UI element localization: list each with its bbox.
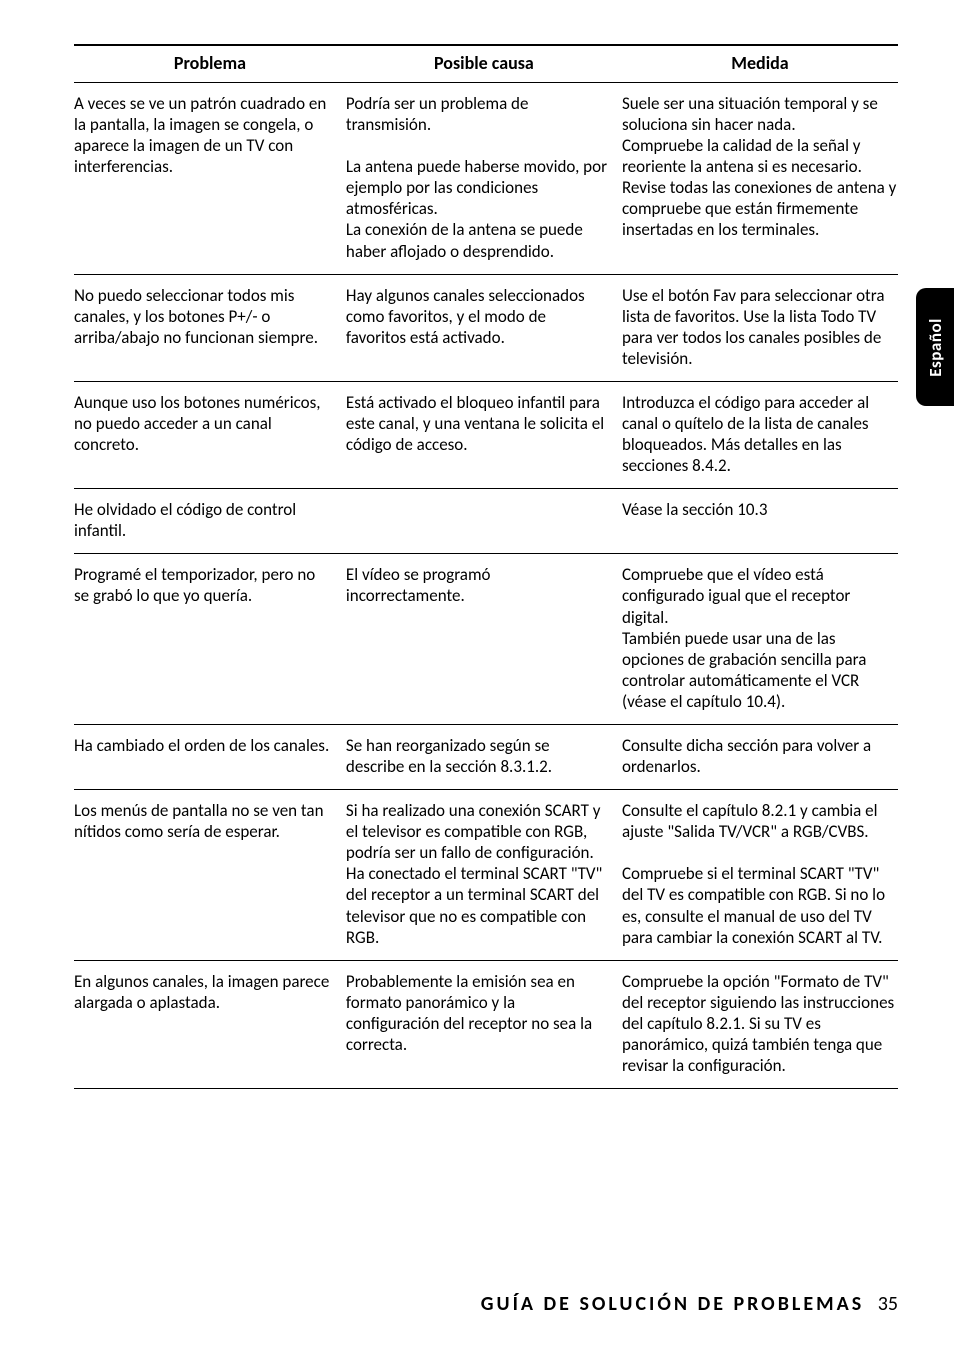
- table-body: A veces se ve un patrón cuadrado en la p…: [74, 83, 898, 1089]
- col-header-problem: Problema: [74, 45, 346, 83]
- table-row: A veces se ve un patrón cuadrado en la p…: [74, 83, 898, 275]
- cell-problem: Programé el temporizador, pero no se gra…: [74, 554, 346, 725]
- cell-problem: A veces se ve un patrón cuadrado en la p…: [74, 83, 346, 275]
- cell-action: Use el botón Fav para seleccionar otra l…: [622, 274, 898, 381]
- table-row: Aunque uso los botones numéricos, no pue…: [74, 381, 898, 488]
- table-row: He olvidado el código de control infanti…: [74, 489, 898, 554]
- cell-cause: El vídeo se programó incorrectamente.: [346, 554, 622, 725]
- cell-cause: Si ha realizado una conexión SCART y el …: [346, 790, 622, 961]
- cell-problem: Aunque uso los botones numéricos, no pue…: [74, 381, 346, 488]
- cell-problem: Los menús de pantalla no se ven tan níti…: [74, 790, 346, 961]
- cell-action: Consulte dicha sección para volver a ord…: [622, 724, 898, 789]
- cell-action: Suele ser una situación temporal y se so…: [622, 83, 898, 275]
- cell-action: Consulte el capítulo 8.2.1 y cambia el a…: [622, 790, 898, 961]
- table-row: Programé el temporizador, pero no se gra…: [74, 554, 898, 725]
- footer-title: GUÍA DE SOLUCIÓN DE PROBLEMAS: [481, 1292, 864, 1316]
- table-row: Los menús de pantalla no se ven tan níti…: [74, 790, 898, 961]
- footer-page-number: 35: [878, 1292, 898, 1316]
- table-row: No puedo seleccionar todos mis canales, …: [74, 274, 898, 381]
- cell-cause: Hay algunos canales seleccionados como f…: [346, 274, 622, 381]
- cell-action: Compruebe que el vídeo está configurado …: [622, 554, 898, 725]
- cell-cause: Está activado el bloqueo infantil para e…: [346, 381, 622, 488]
- cell-problem: En algunos canales, la imagen parece ala…: [74, 960, 346, 1088]
- cell-action: Compruebe la opción "Formato de TV" del …: [622, 960, 898, 1088]
- cell-cause: [346, 489, 622, 554]
- table-row: Ha cambiado el orden de los canales.Se h…: [74, 724, 898, 789]
- col-header-cause: Posible causa: [346, 45, 622, 83]
- language-tab: Español: [916, 288, 954, 406]
- cell-cause: Podría ser un problema de transmisión.La…: [346, 83, 622, 275]
- table-row: En algunos canales, la imagen parece ala…: [74, 960, 898, 1088]
- cell-problem: Ha cambiado el orden de los canales.: [74, 724, 346, 789]
- cell-problem: He olvidado el código de control infanti…: [74, 489, 346, 554]
- troubleshooting-table: Problema Posible causa Medida A veces se…: [74, 44, 898, 1089]
- cell-problem: No puedo seleccionar todos mis canales, …: [74, 274, 346, 381]
- cell-cause: Se han reorganizado según se describe en…: [346, 724, 622, 789]
- col-header-action: Medida: [622, 45, 898, 83]
- cell-action: Véase la sección 10.3: [622, 489, 898, 554]
- cell-cause: Probablemente la emisión sea en formato …: [346, 960, 622, 1088]
- cell-action: Introduzca el código para acceder al can…: [622, 381, 898, 488]
- language-tab-label: Español: [925, 318, 946, 377]
- page-footer: GUÍA DE SOLUCIÓN DE PROBLEMAS 35: [481, 1292, 898, 1316]
